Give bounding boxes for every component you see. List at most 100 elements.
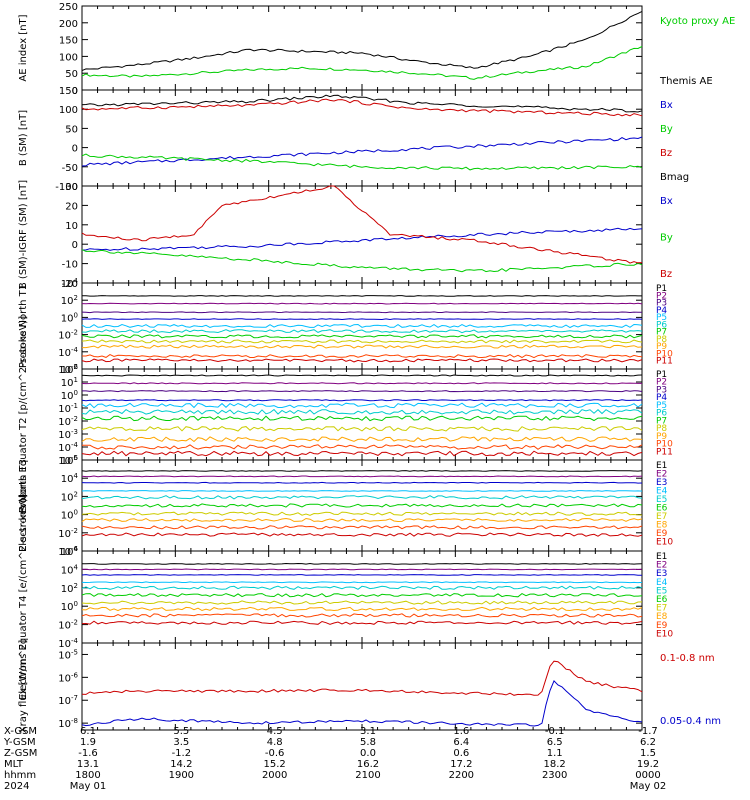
footer-cell: -1.6 — [78, 748, 98, 759]
series-line — [81, 525, 643, 530]
panel-frame — [81, 5, 643, 91]
legend-entry: Bz — [660, 148, 672, 159]
legend-entry: P4 — [656, 306, 667, 316]
series-line — [81, 382, 642, 385]
footer-row-label: X-GSM — [4, 726, 37, 737]
y-tick-label: 102 — [61, 294, 78, 307]
footer-cell: 6.1 — [80, 726, 96, 737]
y-tick-label: 101 — [61, 376, 78, 389]
legend-entry: P7 — [656, 328, 667, 338]
legend-entry: P11 — [656, 447, 673, 457]
legend-entry: P2 — [656, 378, 667, 388]
y-tick-label: 10-7 — [58, 694, 78, 707]
footer-cell: May 02 — [630, 781, 667, 792]
legend-entry: P8 — [656, 424, 667, 434]
footer-row-label: hhmm — [4, 770, 36, 781]
legend-entry: E5 — [656, 495, 667, 505]
series-line — [81, 358, 643, 363]
y-tick-label: 100 — [61, 509, 78, 522]
footer-cell: 6.2 — [640, 737, 656, 748]
panel-frame — [81, 550, 643, 644]
footer-cell: 15.2 — [264, 759, 286, 770]
y-axis-label: B (SM) [nT] — [18, 110, 29, 166]
series-line — [81, 574, 642, 576]
series-line — [81, 408, 643, 415]
legend-entry: P1 — [656, 370, 667, 380]
y-tick-label: 104 — [61, 277, 79, 290]
footer-cell: 1800 — [75, 770, 100, 781]
y-tick-label: 150 — [59, 86, 78, 97]
legend-entry: E9 — [656, 621, 668, 631]
series-line — [81, 399, 643, 402]
y-tick-label: 106 — [61, 545, 79, 558]
footer-cell: 0000 — [635, 770, 660, 781]
footer-cell: 1.9 — [80, 737, 96, 748]
legend-entry: P2 — [656, 291, 667, 301]
y-tick-label: -50 — [62, 163, 78, 174]
legend-entry: P11 — [656, 357, 673, 367]
footer-cell: 1.6 — [453, 726, 469, 737]
y-tick-label: 10-6 — [58, 363, 78, 376]
y-tick-label: 100 — [61, 389, 78, 402]
footer-cell: 6.4 — [453, 737, 469, 748]
legend-entry: E2 — [656, 561, 667, 571]
footer-row-label: Z-GSM — [4, 748, 37, 759]
legend-entry: E3 — [656, 478, 667, 488]
series-line — [81, 562, 643, 565]
y-tick-label: 104 — [61, 563, 79, 576]
legend-entry: E1 — [656, 552, 667, 562]
legend-entry: P6 — [656, 320, 667, 330]
series-line — [81, 334, 643, 339]
y-tick-label: 150 — [59, 36, 78, 47]
legend-entry: P6 — [656, 409, 667, 419]
series-line — [81, 475, 643, 478]
series-line — [81, 532, 643, 537]
footer-row-label: MLT — [4, 759, 24, 770]
series-line — [81, 302, 643, 305]
series-line — [81, 481, 643, 484]
legend-entry: E10 — [656, 538, 673, 548]
series-line — [81, 227, 643, 251]
y-tick-label: 20 — [65, 201, 78, 212]
series-line — [81, 620, 643, 625]
footer-cell: 3.5 — [173, 737, 189, 748]
y-tick-label: 104 — [61, 472, 79, 485]
y-tick-label: 0 — [72, 144, 78, 155]
y-tick-label: 50 — [65, 124, 78, 135]
footer-cell: 1.1 — [547, 748, 563, 759]
series-line — [81, 339, 643, 344]
legend-entry: Bz — [660, 269, 672, 280]
y-tick-label: 102 — [61, 363, 78, 376]
y-tick-label: 10-2 — [58, 527, 78, 540]
y-tick-label: 10-8 — [58, 717, 78, 730]
y-tick-label: 102 — [61, 490, 78, 503]
y-axis-label: Electrons North T3 — [18, 459, 29, 552]
series-line — [81, 680, 643, 727]
y-tick-label: 0 — [72, 86, 78, 97]
y-tick-label: 10-2 — [58, 415, 78, 428]
legend-entry: Kyoto proxy AE — [660, 16, 735, 27]
legend-entry: P10 — [656, 349, 673, 359]
y-tick-label: 10-5 — [58, 648, 78, 661]
footer-cell: 2200 — [449, 770, 474, 781]
series-line — [81, 426, 643, 432]
series-line — [82, 354, 643, 359]
y-axis-label: Xray flux [W/m^2] — [18, 640, 29, 734]
series-line — [82, 390, 643, 393]
y-tick-label: 250 — [59, 2, 78, 13]
series-line — [81, 185, 643, 264]
legend-entry: E7 — [656, 512, 667, 522]
series-line — [81, 503, 643, 508]
series-line — [81, 600, 643, 605]
y-tick-label: 102 — [61, 582, 78, 595]
footer-cell: 2300 — [542, 770, 567, 781]
legend-entry: E3 — [656, 569, 667, 579]
y-tick-label: 100 — [61, 311, 78, 324]
legend-entry: Bx — [660, 100, 673, 111]
footer-cell: -0.1 — [545, 726, 565, 737]
y-tick-label: 10-2 — [58, 619, 78, 632]
series-line — [81, 153, 643, 171]
legend-entry: P8 — [656, 335, 667, 345]
y-axis-label: B (SM)-IGRF (SM) [nT] — [18, 180, 29, 289]
